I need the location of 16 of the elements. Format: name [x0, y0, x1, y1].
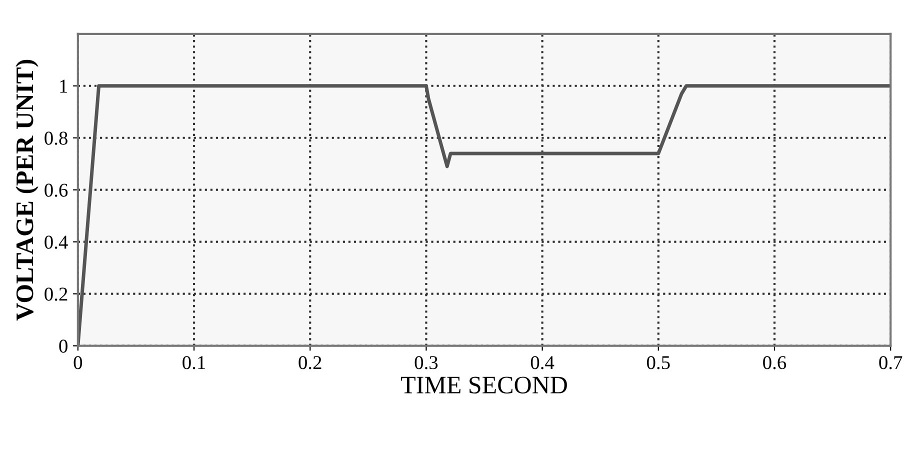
- y-tick-label: 0.8: [44, 132, 68, 145]
- y-tick-label: 0.4: [44, 236, 68, 249]
- x-tick-label: 0.1: [182, 356, 205, 370]
- x-tick-label: 0.2: [298, 356, 322, 370]
- x-tick-label: 0.4: [530, 356, 554, 370]
- x-tick-label: 0: [74, 356, 82, 370]
- y-tick-label: 0.6: [44, 184, 68, 197]
- y-tick-label: 0: [59, 340, 68, 353]
- x-tick-label: 0.6: [763, 356, 786, 370]
- y-tick-label: 1: [60, 80, 68, 93]
- x-tick-label: 0.3: [414, 356, 438, 370]
- y-axis-title: VOLTAGE (PER UNIT): [16, 60, 38, 321]
- x-tick-label: 0.5: [646, 356, 670, 370]
- x-axis-title: TIME SECOND: [401, 376, 567, 394]
- x-tick-label: 0.7: [879, 356, 902, 370]
- y-tick-label: 0.2: [44, 288, 68, 301]
